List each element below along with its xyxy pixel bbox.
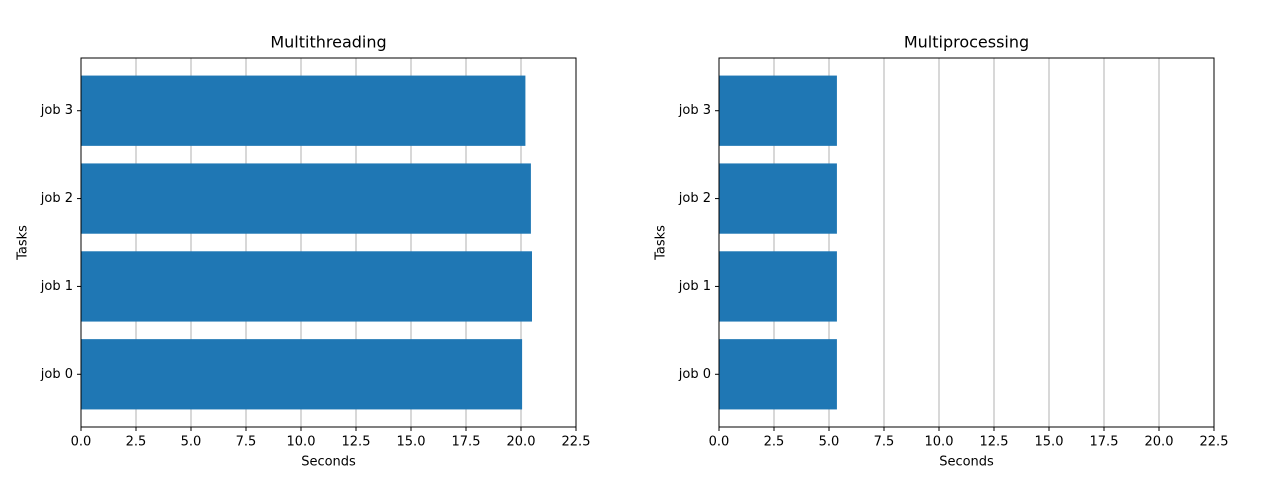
x-tick-label: 20.0 xyxy=(1145,435,1174,450)
x-tick-label: 15.0 xyxy=(397,435,426,450)
x-tick-label: 2.5 xyxy=(764,435,785,450)
x-tick-label: 17.5 xyxy=(1090,435,1119,450)
y-tick-label: job 0 xyxy=(40,367,73,382)
x-tick-label: 12.5 xyxy=(342,435,371,450)
x-tick-label: 7.5 xyxy=(874,435,895,450)
x-axis-label: Seconds xyxy=(301,455,356,470)
x-tick-label: 10.0 xyxy=(925,435,954,450)
x-tick-label: 5.0 xyxy=(181,435,202,450)
bar xyxy=(719,163,837,234)
bar xyxy=(719,251,837,322)
plot-frame xyxy=(80,57,577,428)
y-tick-label: job 3 xyxy=(678,103,711,118)
y-tick-label: job 2 xyxy=(678,191,711,206)
x-tick-label: 5.0 xyxy=(819,435,840,450)
bar xyxy=(81,251,532,322)
x-tick-label: 12.5 xyxy=(980,435,1009,450)
y-tick-label: job 1 xyxy=(678,279,711,294)
y-tick-label: job 1 xyxy=(40,279,73,294)
x-tick-label: 10.0 xyxy=(287,435,316,450)
chart-title: Multithreading xyxy=(270,33,386,52)
y-axis-label: Tasks xyxy=(654,225,669,261)
chart-title: Multiprocessing xyxy=(904,33,1029,52)
x-tick-label: 22.5 xyxy=(1200,435,1229,450)
x-tick-label: 17.5 xyxy=(452,435,481,450)
y-tick-label: job 3 xyxy=(40,103,73,118)
y-tick-label: job 0 xyxy=(678,367,711,382)
x-tick-label: 0.0 xyxy=(71,435,92,450)
x-tick-label: 22.5 xyxy=(562,435,591,450)
x-tick-label: 15.0 xyxy=(1035,435,1064,450)
bar xyxy=(81,163,531,234)
x-axis-label: Seconds xyxy=(939,455,994,470)
bar xyxy=(81,75,526,146)
bar xyxy=(81,339,523,410)
y-axis-label: Tasks xyxy=(16,225,31,261)
y-tick-label: job 2 xyxy=(40,191,73,206)
x-tick-label: 0.0 xyxy=(709,435,730,450)
x-tick-label: 7.5 xyxy=(236,435,257,450)
bar xyxy=(719,75,837,146)
x-tick-label: 2.5 xyxy=(126,435,147,450)
x-tick-label: 20.0 xyxy=(507,435,536,450)
bar xyxy=(719,339,837,410)
plot-frame xyxy=(718,57,1215,428)
